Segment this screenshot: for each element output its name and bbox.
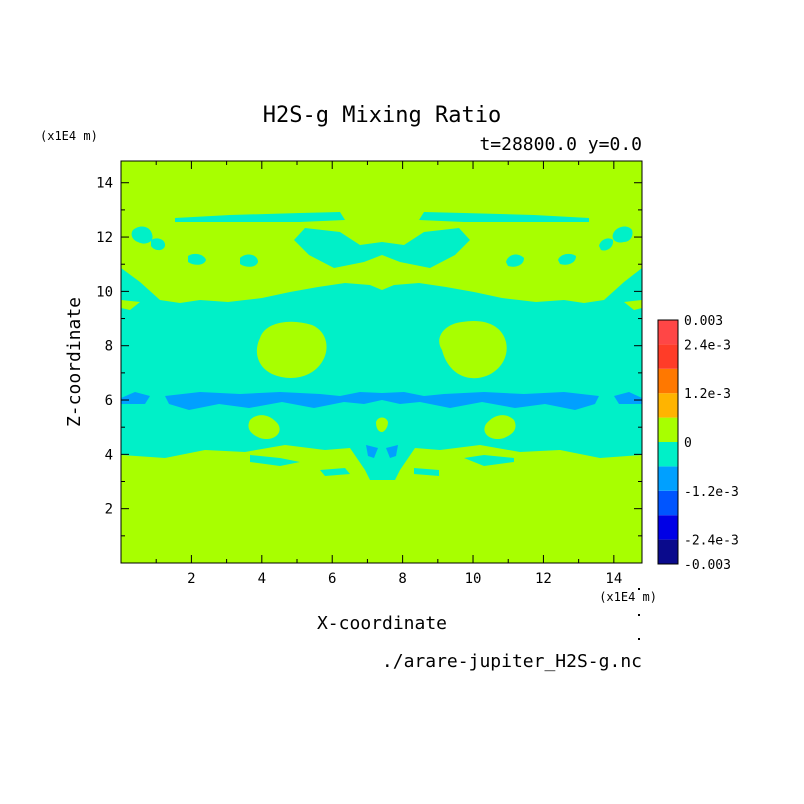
footer-filename: ./arare-jupiter_H2S-g.nc [382,651,642,672]
x-unit-label: (x1E4 m) [599,590,657,604]
colorbar-swatch [658,320,678,345]
field-negative-medium [121,392,642,458]
colorbar-swatch [658,368,678,394]
y-tick-label: 2 [105,502,113,518]
y-tick-label: 10 [96,284,113,300]
colorbar-swatch [658,515,678,540]
colorbar-swatch [658,490,678,516]
y-tick-label: 12 [96,230,113,246]
colorbar-swatch [658,466,678,491]
y-unit-label: (x1E4 m) [40,129,98,143]
colorbar-swatch [658,417,678,442]
colorbar-label: 0 [684,436,692,451]
colorbar-label: -1.2e-3 [684,485,739,500]
chart-title: H2S-g Mixing Ratio [263,103,501,128]
x-tick-label: 2 [187,571,195,587]
colorbar-swatch [658,393,678,418]
chart-subtitle: t=28800.0 y=0.0 [479,134,642,155]
colorbar-label: 1.2e-3 [684,387,731,402]
field-zero-islands [121,300,642,440]
x-tick-label: 14 [605,571,622,587]
x-tick-label: 4 [258,571,266,587]
colorbar-label: 2.4e-3 [684,338,731,353]
corner-marks [638,588,640,640]
y-tick-label: 6 [105,393,113,409]
y-tick-label: 14 [96,176,113,192]
x-tick-label: 6 [328,571,336,587]
x-axis-label: X-coordinate [317,613,447,634]
colorbar-swatch [658,539,678,564]
colorbar-swatch [658,344,678,369]
colorbar-label: -2.4e-3 [684,534,739,549]
x-tick-label: 12 [535,571,552,587]
y-tick-label: 8 [105,339,113,355]
heatmap-field [121,161,642,563]
y-tick-label: 4 [105,447,113,463]
colorbar-label: -0.003 [684,558,731,573]
x-axis: 2 4 6 8 10 12 14 [155,161,622,587]
colorbar: 0.003 2.4e-3 1.2e-3 0 -1.2e-3 -2.4e-3 -0.003 [657,314,739,573]
colorbar-frame [657,319,679,565]
y-axis-label: Z-coordinate [64,297,85,427]
colorbar-swatch [658,442,678,467]
colorbar-label: 0.003 [684,314,723,329]
plot-frame [120,160,643,564]
x-tick-label: 8 [398,571,406,587]
x-tick-label: 10 [465,571,482,587]
y-axis: 2 4 6 8 10 12 14 [96,176,642,537]
